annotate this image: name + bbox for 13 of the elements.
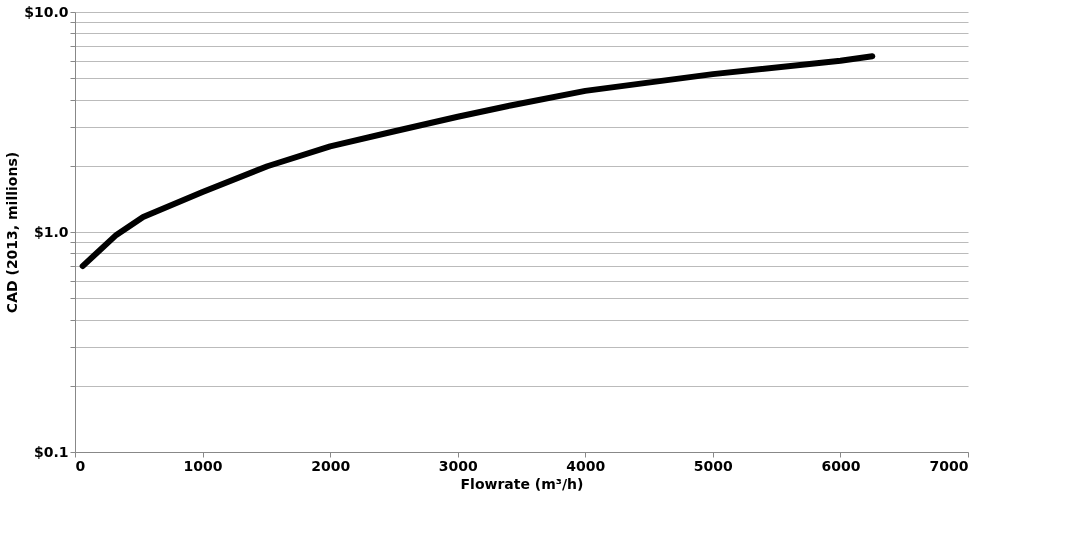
x-tick-label: 4000 <box>566 457 606 474</box>
y-axis-title: CAD (2013, millions) <box>4 151 21 314</box>
x-tick-label: 1000 <box>183 457 223 474</box>
x-tick-label: 5000 <box>693 457 734 474</box>
x-tick-label: 7000 <box>929 457 969 474</box>
x-tick-label: 3000 <box>438 457 478 474</box>
x-axis-title: Flowrate (m³/h) <box>460 475 584 492</box>
x-tick-label: 0 <box>75 457 86 474</box>
y-tick-label: $1.0 <box>33 223 69 240</box>
y-tick-label: $0.1 <box>33 443 69 460</box>
x-tick-label: 2000 <box>311 457 351 474</box>
x-tick-label: 6000 <box>821 457 861 474</box>
y-tick-label: $10.0 <box>24 3 69 20</box>
